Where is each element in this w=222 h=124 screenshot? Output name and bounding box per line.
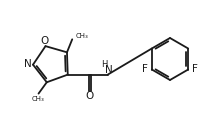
Text: N: N (24, 59, 32, 69)
Text: N: N (105, 65, 113, 75)
Text: H: H (101, 60, 108, 69)
Text: F: F (192, 64, 198, 75)
Text: O: O (86, 91, 94, 101)
Text: F: F (142, 64, 148, 75)
Text: CH₃: CH₃ (75, 33, 88, 39)
Text: O: O (40, 36, 49, 46)
Text: CH₃: CH₃ (31, 96, 44, 102)
